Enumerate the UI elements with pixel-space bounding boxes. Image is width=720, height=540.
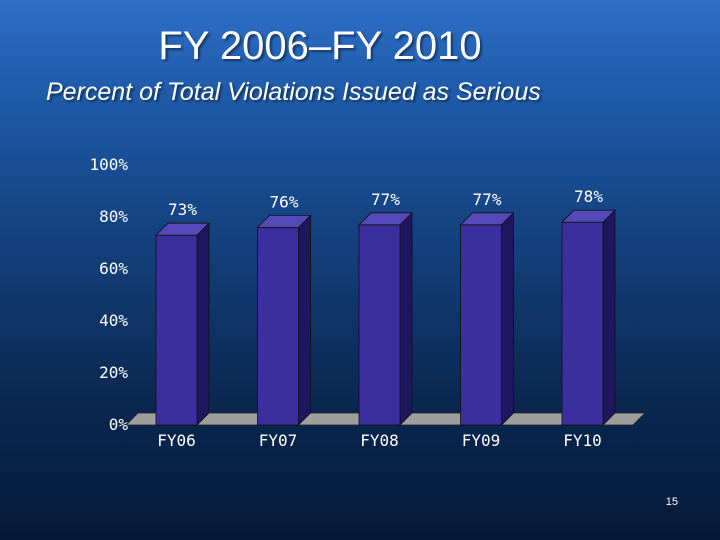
bar (358, 224, 401, 426)
data-label: 77% (371, 190, 400, 209)
x-tick-label: FY10 (563, 431, 602, 450)
bar (561, 221, 604, 426)
x-tick-label: FY07 (259, 431, 298, 450)
x-tick-label: FY08 (360, 431, 399, 450)
bar-side (399, 211, 413, 426)
bar-side (298, 214, 311, 426)
data-label: 77% (473, 190, 502, 209)
y-tick-label: 20% (99, 363, 128, 382)
bar (155, 234, 198, 426)
bar-group (358, 211, 413, 426)
bar-group (459, 211, 515, 426)
bar-top (358, 212, 413, 226)
bar-group (256, 214, 312, 426)
bar-top (561, 209, 616, 223)
y-tick-label: 40% (99, 311, 128, 330)
bar-group (155, 222, 210, 426)
slide-title: FY 2006–FY 2010 (158, 24, 482, 68)
bar (460, 224, 502, 426)
data-label: 78% (574, 187, 603, 206)
y-tick-label: 80% (99, 207, 128, 226)
bar-top (459, 212, 515, 226)
bar (257, 226, 299, 426)
bar-top (155, 222, 210, 236)
bar-top (256, 214, 312, 228)
data-label: 73% (168, 200, 197, 219)
slide-number: 15 (665, 496, 678, 508)
x-tick-label: FY09 (462, 431, 501, 450)
bar-side (602, 209, 616, 426)
x-tick-label: FY06 (157, 431, 196, 450)
bar-side (196, 222, 210, 426)
y-tick-label: 60% (99, 259, 128, 278)
y-tick-label: 0% (109, 415, 129, 434)
y-tick-label: 100% (89, 155, 128, 174)
data-label: 76% (270, 192, 299, 211)
bar-side (501, 211, 514, 426)
slide-subtitle: Percent of Total Violations Issued as Se… (46, 78, 541, 106)
bar-group (561, 209, 616, 426)
